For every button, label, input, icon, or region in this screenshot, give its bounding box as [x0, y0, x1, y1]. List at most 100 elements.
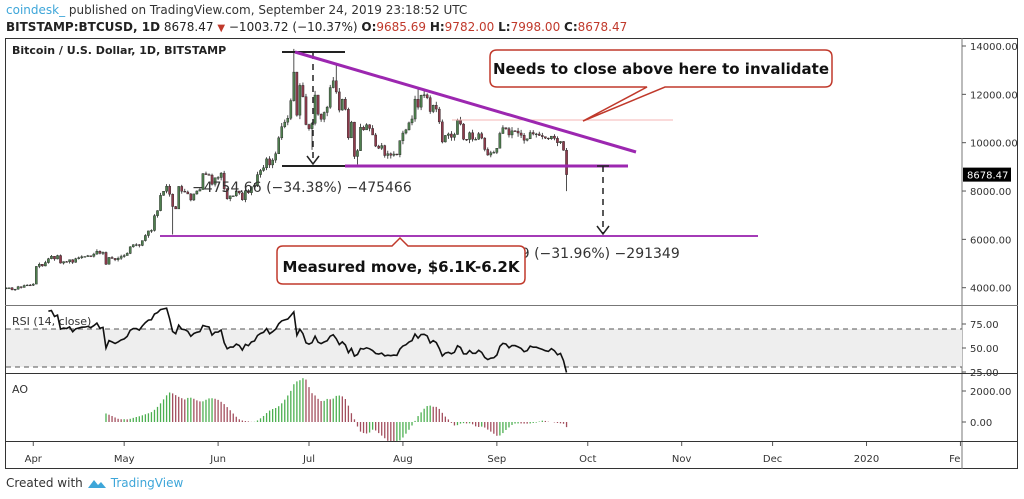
symbol-info: BITSTAMP:BTCUSD, 1D 8678.47 ▼ −1003.72 (… [6, 20, 627, 34]
candle [156, 210, 159, 216]
rsi-band [6, 329, 962, 367]
candle [134, 244, 138, 246]
open-label: O: [361, 20, 377, 34]
candle [180, 186, 184, 192]
time-tick-label: Nov [672, 454, 692, 465]
candle [116, 258, 120, 260]
candle [444, 135, 447, 143]
candle [553, 135, 556, 139]
tradingview-logo-icon [87, 480, 106, 488]
candle [189, 193, 193, 201]
candle [259, 170, 262, 175]
candle [531, 132, 535, 135]
candle [159, 195, 162, 211]
high-label: H: [429, 20, 445, 34]
candle [122, 255, 126, 257]
rsi-label: RSI (14, close) [12, 315, 91, 328]
candle [501, 127, 505, 134]
last-price-label: 8678.47 [967, 171, 1008, 182]
publish-info: coindesk_ published on TradingView.com, … [6, 3, 467, 17]
candle [522, 134, 526, 141]
indicator-tick-label: 75.00 [970, 320, 999, 331]
candle [265, 158, 268, 169]
last-price: 8678.47 [163, 20, 214, 34]
annotations: −4754.66 (−34.38%) −475466 −2913.49 (−31… [160, 50, 758, 262]
callout-measured-move[interactable]: Measured move, $6.1K-6.2K [276, 236, 526, 285]
candle [428, 97, 432, 112]
candle [316, 94, 320, 115]
footer: Created with TradingView [6, 476, 183, 490]
candle [392, 153, 396, 156]
low-value: 7998.00 [510, 20, 561, 34]
price-axis[interactable]: 14000.00 12000.00 10000.00 8000.00 6000.00 40… [962, 42, 1018, 429]
candle [313, 94, 317, 124]
symbol: BITSTAMP:BTCUSD, 1D [6, 20, 161, 34]
candle [31, 283, 35, 286]
candle [22, 285, 26, 288]
tradingview-link[interactable]: TradingView [110, 476, 184, 490]
candle [44, 262, 47, 267]
candle [528, 132, 532, 140]
candle [53, 256, 56, 260]
candle [456, 120, 459, 135]
candle [41, 264, 44, 267]
candle [556, 138, 559, 143]
indicator-tick-label: 50.00 [970, 344, 999, 355]
candle [168, 185, 171, 195]
candle [83, 256, 87, 258]
price-tick-label: 4000.00 [970, 284, 1011, 295]
candle [68, 259, 71, 263]
candle [238, 190, 241, 194]
indicator-tick-label: 0.00 [970, 418, 992, 429]
time-tick-label: Aug [393, 454, 413, 465]
candle [286, 118, 290, 123]
candle [86, 255, 90, 257]
callout-invalidate[interactable]: Needs to close above here to invalidate [489, 49, 833, 122]
time-axis[interactable]: Apr May Jun Jul Aug Sep Oct Nov Dec 2020 Fe [25, 442, 961, 465]
candle [344, 98, 347, 110]
candle [486, 149, 490, 156]
candle [98, 251, 102, 254]
candle [525, 138, 529, 141]
candle [416, 98, 420, 108]
candle [6, 287, 8, 289]
candle [534, 133, 538, 135]
candle [125, 253, 129, 256]
candle [507, 128, 511, 136]
candle [334, 80, 338, 93]
candle [338, 91, 341, 111]
candle [368, 124, 371, 129]
candle [13, 288, 17, 291]
candle [153, 215, 156, 231]
candle [213, 177, 217, 185]
candle [353, 121, 356, 157]
candle [398, 140, 402, 155]
time-tick-label: Jul [302, 454, 315, 465]
candle [247, 190, 250, 193]
candle [544, 136, 547, 139]
author-link[interactable]: coindesk_ [6, 3, 66, 17]
candle [71, 259, 74, 263]
time-tick-label: Oct [579, 454, 596, 465]
candle [65, 261, 68, 263]
candle [468, 132, 471, 140]
candle [77, 257, 81, 259]
candle [192, 193, 196, 201]
triangle-resistance-line[interactable] [294, 50, 637, 154]
chart-title: Bitcoin / U.S. Dollar, 1D, BITSTAMP [12, 44, 226, 57]
candle [47, 258, 50, 263]
candle [562, 141, 565, 151]
candle [56, 255, 59, 260]
candle [465, 139, 468, 141]
candle [447, 133, 450, 136]
candle [328, 87, 332, 108]
chart-frame [5, 38, 1018, 469]
candle [7, 287, 11, 289]
candle [319, 113, 323, 120]
candle [201, 173, 205, 190]
created-with-text: Created with [6, 476, 83, 490]
candle [437, 108, 441, 123]
candle [144, 235, 147, 241]
candle [25, 284, 29, 287]
